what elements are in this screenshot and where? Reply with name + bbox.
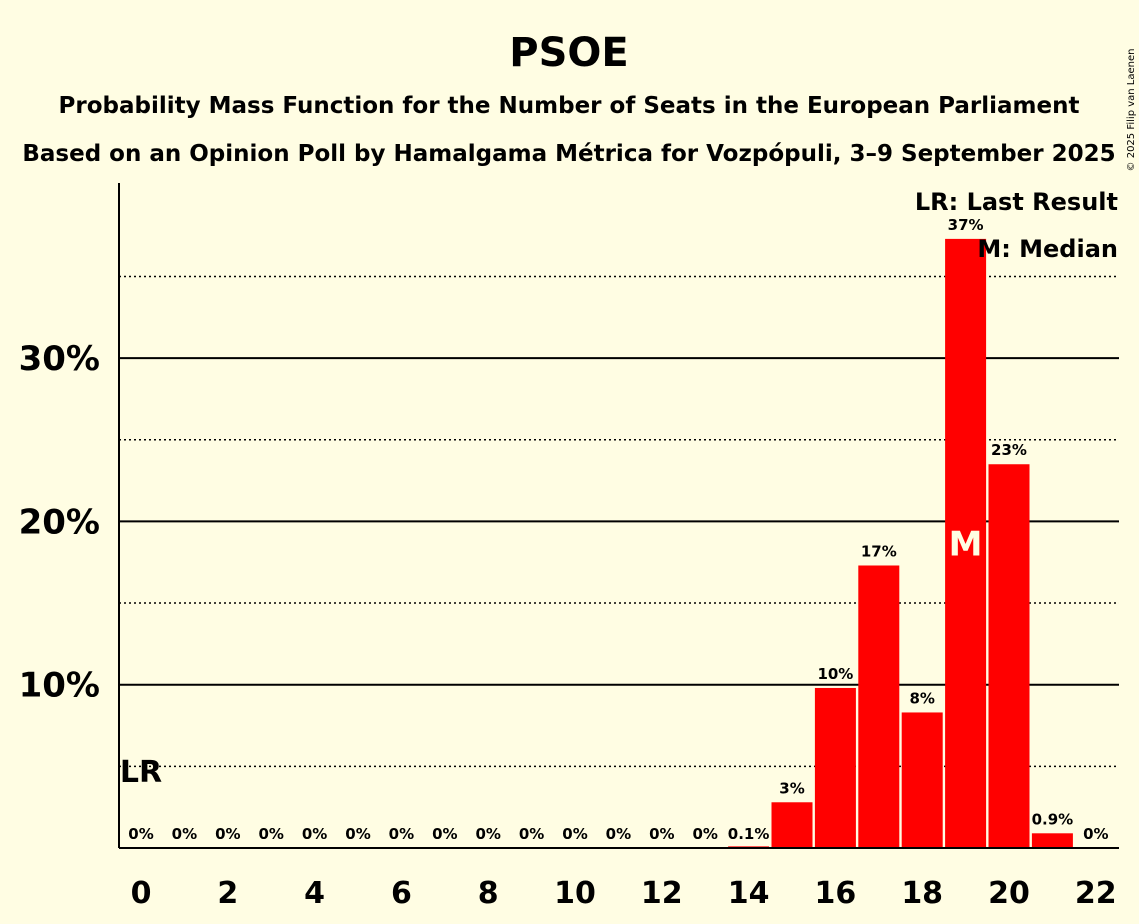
bar: [1031, 833, 1073, 848]
x-tick-labels: 0 2 4 6 8 10 12 14 16 18 20 22: [131, 876, 1117, 911]
x-tick-label: 18: [901, 876, 943, 911]
chart-source: Based on an Opinion Poll by Hamalgama Mé…: [22, 141, 1115, 167]
median-marker: M: [949, 524, 983, 564]
y-tick-label: 20%: [19, 502, 100, 542]
data-label: 10%: [817, 665, 853, 683]
y-tick-label: 10%: [19, 666, 100, 706]
x-tick-label: 14: [728, 876, 770, 911]
data-label: 0%: [475, 825, 500, 843]
bar: [901, 712, 943, 848]
x-tick-label: 8: [478, 876, 499, 911]
data-label: 0.1%: [728, 825, 770, 843]
x-tick-label: 4: [304, 876, 325, 911]
data-label: 37%: [948, 216, 984, 234]
legend-last-result: LR: Last Result: [915, 188, 1118, 216]
data-label: 0%: [649, 825, 674, 843]
data-label: 0%: [519, 825, 544, 843]
y-tick-label: 30%: [19, 339, 100, 379]
last-result-marker: LR: [120, 755, 162, 790]
x-tick-label: 16: [815, 876, 857, 911]
data-label: 0%: [215, 825, 240, 843]
data-label: 0.9%: [1032, 810, 1074, 828]
data-label: 0%: [128, 825, 153, 843]
data-label: 0%: [1083, 825, 1108, 843]
x-tick-label: 12: [641, 876, 683, 911]
x-tick-label: 20: [988, 876, 1030, 911]
chart-subtitle: Probability Mass Function for the Number…: [59, 93, 1080, 119]
data-label: 0%: [692, 825, 717, 843]
bar: [988, 464, 1030, 848]
data-label: 0%: [345, 825, 370, 843]
chart-title: PSOE: [509, 30, 628, 76]
markers: M LR: [120, 524, 983, 790]
data-label: 0%: [606, 825, 631, 843]
x-tick-label: 0: [131, 876, 152, 911]
bar: [814, 687, 856, 848]
y-tick-labels: 10% 20% 30%: [19, 339, 100, 706]
bar: [858, 565, 900, 848]
bar: [945, 238, 987, 849]
bars: [728, 238, 1073, 849]
data-label: 0%: [302, 825, 327, 843]
data-label: 0%: [389, 825, 414, 843]
data-label: 0%: [562, 825, 587, 843]
copyright-notice: © 2025 Filip van Laenen: [1126, 49, 1137, 172]
x-tick-label: 6: [391, 876, 412, 911]
data-label: 3%: [779, 779, 804, 797]
legend-median: M: Median: [977, 235, 1118, 263]
x-tick-label: 2: [217, 876, 238, 911]
data-label: 17%: [861, 542, 897, 560]
data-label: 0%: [432, 825, 457, 843]
bar: [771, 802, 813, 848]
x-tick-label: 22: [1075, 876, 1117, 911]
x-tick-label: 10: [554, 876, 596, 911]
data-label: 0%: [172, 825, 197, 843]
data-label: 8%: [909, 689, 934, 707]
data-label: 0%: [258, 825, 283, 843]
data-labels: 0% 0% 0% 0% 0% 0% 0% 0% 0% 0% 0% 0% 0% 0% 0.1% 3% 10% 17%…: [128, 216, 1108, 843]
data-label: 23%: [991, 441, 1027, 459]
